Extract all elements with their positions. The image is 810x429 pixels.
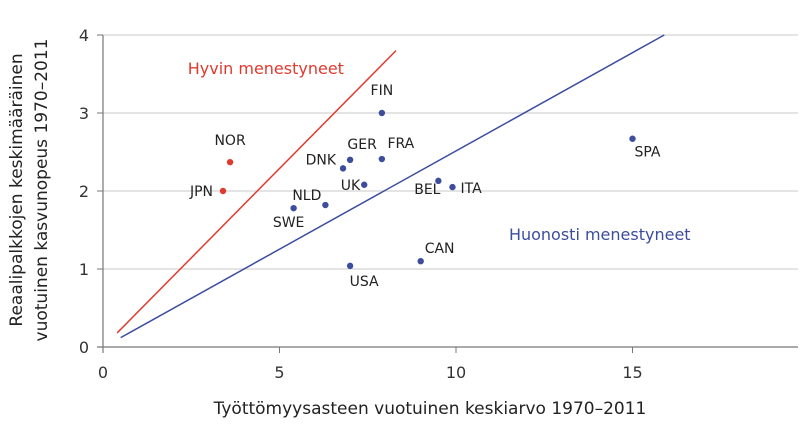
point-ita: ITA [449,181,482,197]
point-spa: SPA [629,135,661,161]
y-tick-label: 0 [79,338,89,357]
marker [435,177,442,185]
point-can: CAN [417,241,455,265]
marker [361,181,368,188]
point-label: FRA [387,136,414,152]
point-label: USA [350,274,379,290]
point-uk: UK [341,178,368,194]
gridlines [103,34,798,270]
red-boundary-line [116,50,397,334]
marker [290,204,297,212]
annotations: Hyvin menestyneet Huonosti menestyneet [188,59,691,244]
point-nor: NOR [214,133,246,166]
y-axis-label-line2: vuotuinen kasvunopeus 1970–2011 [32,39,52,342]
point-ger: GER [346,137,377,163]
marker [417,258,424,265]
point-usa: USA [346,262,379,290]
marker [322,201,329,209]
y-tick-label: 3 [79,104,89,123]
y-tick-label: 4 [79,26,89,45]
point-label: NLD [292,188,321,204]
point-label: BEL [414,182,440,198]
point-label: SPA [635,145,661,161]
x-tick-label: 5 [274,363,284,382]
y-axis-label-line1: Reaalipalkkojen keskimääräinen [7,53,27,326]
point-label: UK [341,178,361,194]
point-swe: SWE [273,204,305,231]
point-nld: NLD [292,188,329,209]
marker [629,135,636,142]
point-label: FIN [371,83,394,99]
marker [378,109,386,117]
axes: 0 1 2 3 4 0 5 10 15 [79,26,798,382]
x-tick-label: 10 [446,363,466,382]
point-bel: BEL [414,177,442,198]
marker [346,156,354,163]
marker [449,183,456,191]
boundary-lines [116,34,665,339]
marker [346,262,354,270]
point-fin: FIN [371,83,394,117]
marker [378,155,386,163]
point-label: JPN [189,184,213,200]
blue-boundary-line [120,34,665,339]
x-tick-label: 0 [98,363,108,382]
marker [226,158,234,166]
marker [339,165,347,172]
marker [219,187,227,195]
y-tick-label: 1 [79,260,89,279]
y-tick-label: 2 [79,182,89,201]
annotation: Huonosti menestyneet [509,225,691,244]
point-label: CAN [425,241,455,257]
point-label: ITA [460,181,482,197]
point-fra: FRA [378,136,415,163]
point-label: GER [347,137,377,153]
point-dnk: DNK [306,152,347,172]
point-label: DNK [306,152,337,168]
x-tick-label: 15 [622,363,642,382]
annotation: Hyvin menestyneet [188,59,344,78]
x-axis-label: Työttömyysasteen vuotuinen keskiarvo 197… [213,399,647,419]
point-label: NOR [214,133,245,149]
point-label: SWE [273,215,305,231]
point-jpn: JPN [189,184,227,200]
